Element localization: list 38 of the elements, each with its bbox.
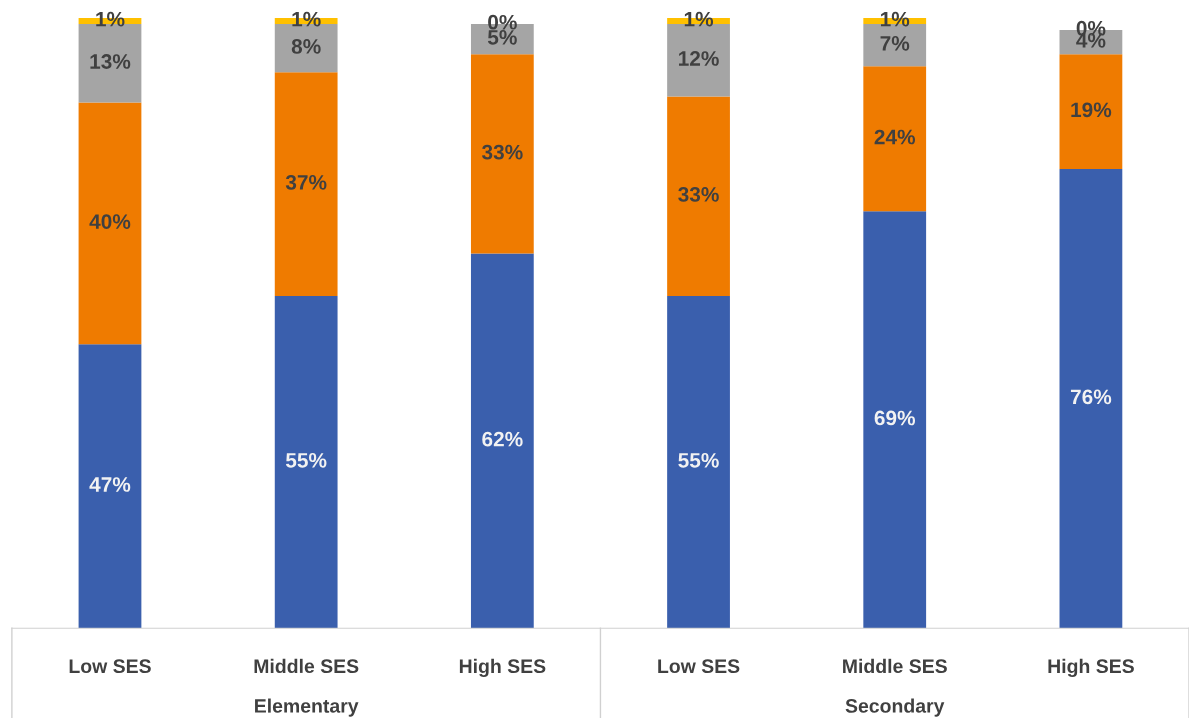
bar <box>78 102 142 345</box>
data-label: 55% <box>285 452 327 468</box>
data-label: 33% <box>678 187 719 202</box>
data-label: 24% <box>874 129 916 145</box>
data-label: 40% <box>89 214 131 229</box>
bar <box>470 253 534 629</box>
x-tick-label: High SES <box>459 658 546 678</box>
text: Secondary <box>845 698 945 717</box>
data-label: 8% <box>291 39 321 54</box>
data-label: 33% <box>481 144 523 160</box>
x-tick-label: Low SES <box>69 659 151 674</box>
data-label: 62% <box>482 431 523 447</box>
bar <box>1059 169 1123 629</box>
data-label: 12% <box>679 51 719 66</box>
bar <box>667 295 730 629</box>
x-tick-label: High SES <box>1048 658 1134 678</box>
data-label: 37% <box>285 174 327 190</box>
bar <box>78 344 142 629</box>
text: Elementary <box>255 698 359 717</box>
data-label: 5% <box>487 29 517 45</box>
bar <box>863 211 927 629</box>
x-tick-label: Middle SES <box>254 658 359 674</box>
bar <box>470 54 534 254</box>
data-label: 69% <box>874 410 916 426</box>
data-label: 47% <box>89 477 131 492</box>
x-tick-label: Middle SES <box>843 658 947 674</box>
bar <box>274 72 338 296</box>
x-tick-label: Low SES <box>658 659 740 674</box>
data-label: 7% <box>880 36 910 51</box>
bar <box>274 295 338 629</box>
data-label: 0% <box>488 14 517 30</box>
bar <box>863 66 927 212</box>
bar <box>667 96 730 296</box>
data-label: 19% <box>1071 102 1112 118</box>
data-label: 13% <box>90 54 131 69</box>
data-label: 76% <box>1070 389 1112 405</box>
data-label: 55% <box>678 452 719 468</box>
bar <box>1059 54 1123 170</box>
